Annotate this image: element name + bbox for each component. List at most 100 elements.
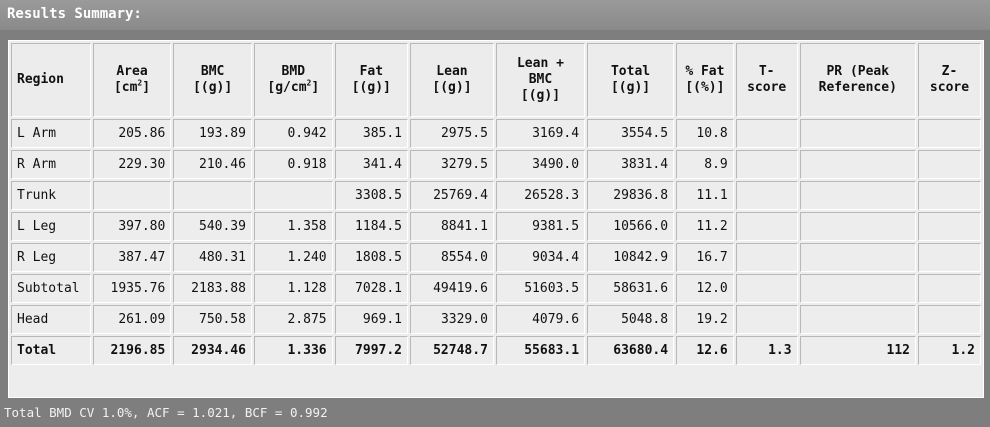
cell-pct-fat: 19.2 xyxy=(676,305,734,334)
cell-z-score xyxy=(917,181,981,210)
cell-lean: 49419.6 xyxy=(410,274,494,303)
cell-bmc xyxy=(173,181,252,210)
cell-bmd: 1.240 xyxy=(253,243,333,272)
table-row: L Arm 205.86 193.89 0.942 385.1 2975.5 3169.4 3… xyxy=(11,119,981,148)
page-title: Results Summary: xyxy=(7,6,142,22)
cell-lean-bmc: 9034.4 xyxy=(495,243,586,272)
cell-region: Trunk xyxy=(11,181,91,210)
cell-pr-peak-reference xyxy=(799,243,916,272)
col-header-z-score: Z-score xyxy=(917,43,981,117)
table-row: R Leg 387.47 480.31 1.240 1808.5 8554.0 9034.4… xyxy=(11,243,981,272)
cell-region: L Leg xyxy=(11,212,91,241)
cell-total: 63680.4 xyxy=(587,336,675,365)
cell-bmd: 1.128 xyxy=(253,274,333,303)
cell-pct-fat: 10.8 xyxy=(676,119,734,148)
cell-z-score xyxy=(917,119,981,148)
cell-total: 58631.6 xyxy=(587,274,675,303)
table-row: R Arm 229.30 210.46 0.918 341.4 3279.5 3490.0 3… xyxy=(11,150,981,179)
cell-area: 229.30 xyxy=(92,150,172,179)
cell-region: R Leg xyxy=(11,243,91,272)
cell-total: 10842.9 xyxy=(587,243,675,272)
cell-lean-bmc: 4079.6 xyxy=(495,305,586,334)
cell-pct-fat: 12.6 xyxy=(676,336,734,365)
cell-area: 261.09 xyxy=(92,305,172,334)
cell-bmd: 1.336 xyxy=(253,336,333,365)
col-header-lean-bmc: Lean + BMC [(g)] xyxy=(495,43,586,117)
cell-fat: 7028.1 xyxy=(334,274,409,303)
table-row: Trunk 3308.5 25769.4 26528.3 29836.8 11.1 xyxy=(11,181,981,210)
results-table: Region Area [cm2] BMC [(g)] BMD [g/cm2] Fat… xyxy=(9,41,983,367)
cell-total: 10566.0 xyxy=(587,212,675,241)
col-header-pct-fat: % Fat [(%)] xyxy=(676,43,734,117)
cell-pr-peak-reference: 112 xyxy=(799,336,916,365)
cell-region: Subtotal xyxy=(11,274,91,303)
cell-bmc: 750.58 xyxy=(173,305,252,334)
col-header-bmc: BMC [(g)] xyxy=(173,43,252,117)
cell-pct-fat: 11.1 xyxy=(676,181,734,210)
cell-total: 29836.8 xyxy=(587,181,675,210)
table-row: L Leg 397.80 540.39 1.358 1184.5 8841.1 9381.5… xyxy=(11,212,981,241)
col-header-fat: Fat [(g)] xyxy=(334,43,409,117)
cell-region: Total xyxy=(11,336,91,365)
cell-bmd: 0.942 xyxy=(253,119,333,148)
cell-pr-peak-reference xyxy=(799,212,916,241)
cell-total: 3554.5 xyxy=(587,119,675,148)
cell-lean-bmc: 3490.0 xyxy=(495,150,586,179)
col-header-t-score: T-score xyxy=(735,43,798,117)
cell-z-score: 1.2 xyxy=(917,336,981,365)
header-row: Region Area [cm2] BMC [(g)] BMD [g/cm2] Fat… xyxy=(11,43,981,117)
cell-area: 2196.85 xyxy=(92,336,172,365)
cell-fat: 1184.5 xyxy=(334,212,409,241)
cell-region: L Arm xyxy=(11,119,91,148)
cell-bmd: 2.875 xyxy=(253,305,333,334)
cell-pr-peak-reference xyxy=(799,181,916,210)
cell-pct-fat: 11.2 xyxy=(676,212,734,241)
cell-total: 3831.4 xyxy=(587,150,675,179)
cell-z-score xyxy=(917,150,981,179)
cell-z-score xyxy=(917,274,981,303)
cell-pct-fat: 12.0 xyxy=(676,274,734,303)
cell-t-score xyxy=(735,150,798,179)
cell-t-score: 1.3 xyxy=(735,336,798,365)
cell-bmc: 2934.46 xyxy=(173,336,252,365)
col-header-total: Total [(g)] xyxy=(587,43,675,117)
cell-fat: 3308.5 xyxy=(334,181,409,210)
cell-lean-bmc: 9381.5 xyxy=(495,212,586,241)
cell-bmd: 1.358 xyxy=(253,212,333,241)
col-header-lean: Lean [(g)] xyxy=(410,43,494,117)
footer-status-text: Total BMD CV 1.0%, ACF = 1.021, BCF = 0.… xyxy=(4,405,328,420)
cell-fat: 969.1 xyxy=(334,305,409,334)
cell-lean: 2975.5 xyxy=(410,119,494,148)
cell-z-score xyxy=(917,243,981,272)
cell-fat: 7997.2 xyxy=(334,336,409,365)
cell-total: 5048.8 xyxy=(587,305,675,334)
results-table-panel: Region Area [cm2] BMC [(g)] BMD [g/cm2] Fat… xyxy=(8,40,984,398)
cell-t-score xyxy=(735,243,798,272)
cell-fat: 1808.5 xyxy=(334,243,409,272)
cell-z-score xyxy=(917,305,981,334)
cell-lean: 8554.0 xyxy=(410,243,494,272)
cell-pct-fat: 16.7 xyxy=(676,243,734,272)
cell-lean: 3279.5 xyxy=(410,150,494,179)
cell-pct-fat: 8.9 xyxy=(676,150,734,179)
col-header-bmd: BMD [g/cm2] xyxy=(253,43,333,117)
cell-bmc: 2183.88 xyxy=(173,274,252,303)
cell-pr-peak-reference xyxy=(799,305,916,334)
title-bar: Results Summary: xyxy=(0,0,990,30)
cell-t-score xyxy=(735,212,798,241)
table-row: Total 2196.85 2934.46 1.336 7997.2 52748.7 556… xyxy=(11,336,981,365)
cell-pr-peak-reference xyxy=(799,274,916,303)
cell-area: 1935.76 xyxy=(92,274,172,303)
cell-area xyxy=(92,181,172,210)
col-header-region: Region xyxy=(11,43,91,117)
cell-pr-peak-reference xyxy=(799,150,916,179)
cell-pr-peak-reference xyxy=(799,119,916,148)
cell-fat: 341.4 xyxy=(334,150,409,179)
table-row: Subtotal 1935.76 2183.88 1.128 7028.1 49419.6… xyxy=(11,274,981,303)
cell-region: R Arm xyxy=(11,150,91,179)
table-row: Head 261.09 750.58 2.875 969.1 3329.0 4079.6 50… xyxy=(11,305,981,334)
cell-t-score xyxy=(735,305,798,334)
cell-lean: 25769.4 xyxy=(410,181,494,210)
cell-t-score xyxy=(735,119,798,148)
cell-bmc: 480.31 xyxy=(173,243,252,272)
